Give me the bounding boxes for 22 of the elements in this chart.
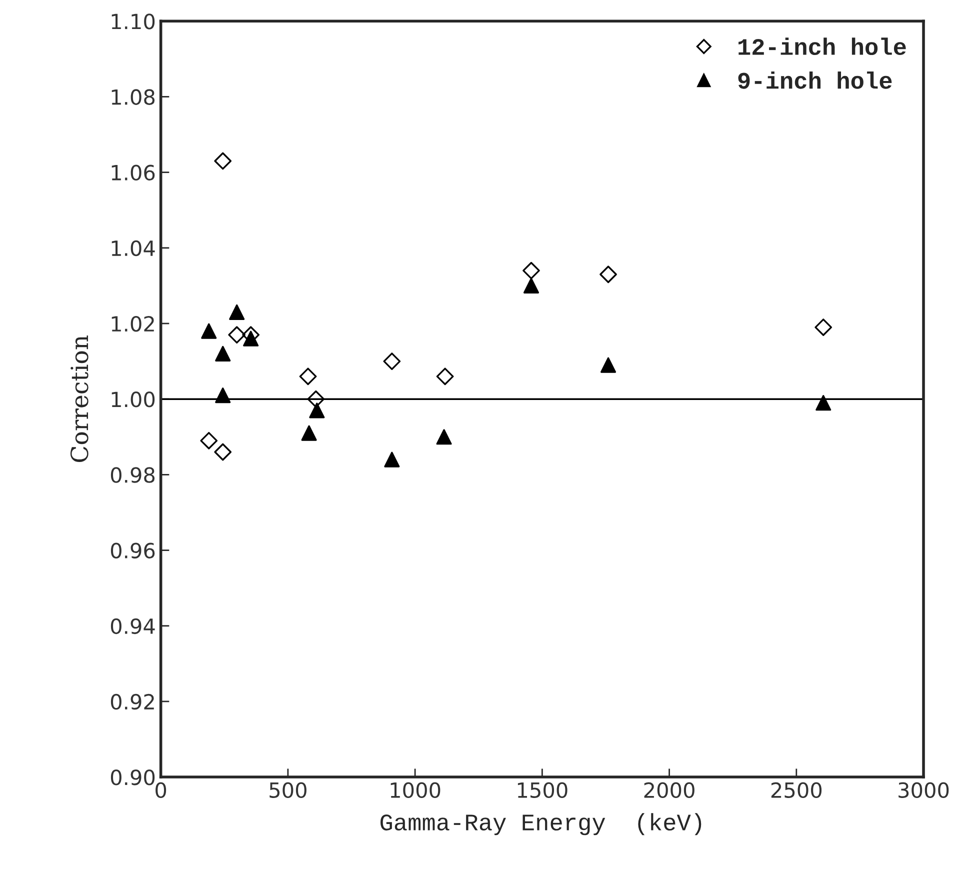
- y-axis-title: Correction: [70, 335, 88, 462]
- y-tick-label: 1.10: [112, 14, 155, 30]
- legend-label: 9-inch hole: [738, 71, 892, 89]
- x-tick-label: 0: [156, 782, 166, 798]
- x-tick-label: 1000: [390, 782, 440, 798]
- y-tick-label: 1.00: [112, 392, 155, 408]
- y-tick-label: 0.98: [110, 467, 155, 483]
- x-tick-label: 1500: [518, 782, 568, 798]
- y-tick-label: 0.92: [110, 694, 154, 710]
- y-tick-label: 0.94: [110, 618, 155, 634]
- x-tick-label: 3000: [898, 782, 949, 798]
- x-tick-label: 500: [270, 782, 306, 798]
- y-tick-label: 1.04: [112, 240, 155, 256]
- x-axis-title: Gamma-Ray Energy (keV): [380, 813, 702, 836]
- y-tick-label: 1.02: [112, 316, 154, 332]
- y-tick-label: 1.06: [112, 164, 155, 181]
- legend-label: 12-inch hole: [738, 38, 906, 56]
- x-tick-label: 2000: [644, 782, 694, 798]
- x-tick-label: 2500: [771, 782, 822, 798]
- y-tick-label: 0.96: [110, 542, 155, 558]
- y-tick-label: 0.90: [110, 769, 155, 786]
- y-tick-label: 1.08: [112, 89, 155, 105]
